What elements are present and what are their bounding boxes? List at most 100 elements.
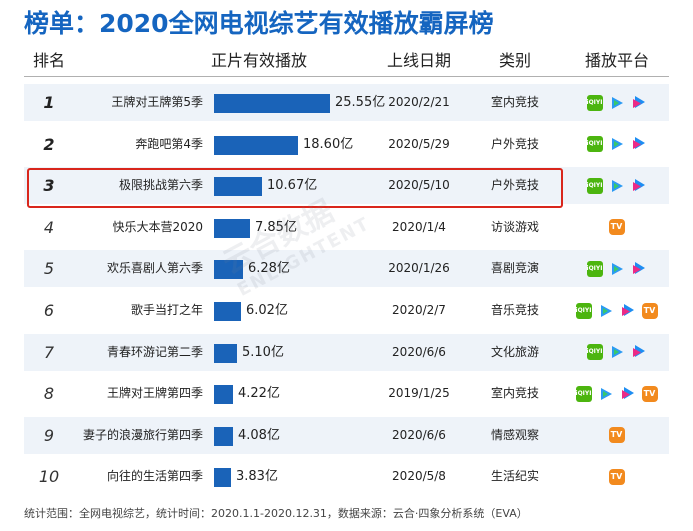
play-value-label: 10.67亿	[267, 178, 318, 194]
platform-icons: TV	[564, 415, 669, 456]
mango-tv-logo-icon: TV	[608, 219, 625, 236]
play-value-label: 4.22亿	[238, 386, 280, 402]
play-value-label: 7.85亿	[255, 219, 297, 235]
launch-date: 2020/5/8	[392, 469, 446, 484]
launch-date: 2019/1/25	[388, 386, 450, 401]
show-name: 妻子的浪漫旅行第四季	[82, 427, 203, 442]
show-name: 青春环游记第二季	[106, 344, 203, 359]
mango-tv-logo-icon: TV	[641, 385, 658, 402]
rank-number: 8	[43, 384, 55, 404]
launch-date: 2020/2/7	[392, 303, 446, 317]
mango-tv-logo-icon: TV	[641, 302, 658, 319]
highlight-box	[27, 168, 563, 208]
header-rank: 排名	[32, 51, 66, 70]
header-divider	[24, 76, 669, 77]
tencent-video-logo-icon	[609, 178, 625, 194]
tencent-video-logo-icon	[598, 303, 614, 319]
show-category: 室内竞技	[490, 386, 540, 401]
platform-icons: iQIYI	[564, 248, 669, 289]
youku-logo-icon	[631, 95, 647, 111]
iqiyi-logo-icon: iQIYI	[575, 385, 592, 402]
page-title: 榜单：2020全网电视综艺有效播放霸屏榜	[24, 9, 494, 38]
table-row: 10 向往的生活第四季 3.83亿 2020/5/8 生活纪实 TV	[24, 456, 669, 497]
table-row: 9 妻子的浪漫旅行第四季 4.08亿 2020/6/6 情感观察 TV	[24, 415, 669, 456]
iqiyi-logo-icon: iQIYI	[586, 177, 603, 194]
play-bar	[214, 260, 243, 280]
table-row: 6 歌手当打之年 6.02亿 2020/2/7 音乐竞技 iQIYI TV	[24, 290, 669, 331]
launch-date: 2020/6/6	[392, 344, 446, 359]
launch-date: 2020/1/26	[388, 261, 450, 276]
show-category: 情感观察	[490, 427, 540, 442]
platform-icons: iQIYI	[564, 124, 669, 165]
show-name: 歌手当打之年	[130, 303, 203, 317]
platform-icons: TV	[564, 207, 669, 248]
launch-date: 2020/2/21	[388, 95, 450, 109]
rank-number: 9	[43, 425, 55, 445]
platform-icons: iQIYI	[564, 82, 669, 123]
youku-logo-icon	[620, 386, 636, 402]
tencent-video-logo-icon	[609, 136, 625, 152]
rank-number: 4	[43, 217, 55, 237]
table-row: 4 快乐大本营2020 7.85亿 2020/1/4 访谈游戏 TV	[24, 207, 669, 248]
tencent-video-logo-icon	[609, 344, 625, 360]
launch-date: 2020/6/6	[392, 427, 446, 442]
play-bar	[214, 94, 330, 113]
play-bar	[214, 385, 233, 405]
youku-logo-icon	[631, 178, 647, 194]
iqiyi-logo-icon: iQIYI	[575, 302, 592, 319]
show-name: 快乐大本营2020	[112, 219, 203, 234]
show-category: 喜剧竞演	[490, 261, 540, 276]
show-category: 室内竞技	[490, 95, 540, 109]
platform-icons: iQIYI TV	[564, 373, 669, 414]
play-value-label: 5.10亿	[242, 344, 284, 360]
show-category: 户外竞技	[490, 178, 540, 193]
rank-number: 10	[38, 467, 60, 487]
footer-note: 统计范围：全网电视综艺，统计时间：2020.1.1-2020.12.31，数据来…	[24, 507, 528, 520]
platform-icons: iQIYI	[564, 165, 669, 206]
tencent-video-logo-icon	[609, 261, 625, 277]
show-name: 奔跑吧第4季	[135, 136, 203, 151]
play-value-label: 25.55亿	[335, 95, 386, 110]
show-category: 访谈游戏	[490, 219, 540, 234]
rank-number: 3	[43, 176, 55, 196]
play-bar	[214, 302, 241, 321]
youku-logo-icon	[631, 344, 647, 360]
header-date: 上线日期	[386, 51, 452, 70]
tencent-video-logo-icon	[609, 95, 625, 111]
play-value-label: 6.28亿	[248, 261, 290, 277]
play-value-label: 4.08亿	[238, 427, 280, 443]
show-category: 音乐竞技	[490, 303, 540, 317]
iqiyi-logo-icon: iQIYI	[586, 136, 603, 153]
play-value-label: 18.60亿	[303, 136, 354, 152]
table-row: 2 奔跑吧第4季 18.60亿 2020/5/29 户外竞技 iQIYI	[24, 124, 669, 165]
table-row: 1 王牌对王牌第5季 25.55亿 2020/2/21 室内竞技 iQIYI	[24, 82, 669, 123]
play-bar	[214, 218, 250, 238]
youku-logo-icon	[631, 136, 647, 152]
row-band	[24, 416, 669, 454]
show-name: 极限挑战第六季	[118, 178, 203, 193]
mango-tv-logo-icon: TV	[608, 468, 625, 485]
rank-number: 2	[43, 134, 55, 154]
show-name: 向往的生活第四季	[106, 469, 203, 484]
launch-date: 2020/5/10	[388, 178, 450, 193]
platform-icons: TV	[564, 456, 669, 497]
table-row: 8 王牌对王牌第四季 4.22亿 2019/1/25 室内竞技 iQIYI TV	[24, 373, 669, 414]
play-bar	[214, 343, 237, 363]
rank-number: 7	[43, 342, 55, 362]
header-category: 类别	[498, 51, 532, 70]
play-bar	[214, 468, 231, 488]
platform-icons: iQIYI TV	[564, 290, 669, 331]
ranking-table: 1 王牌对王牌第5季 25.55亿 2020/2/21 室内竞技 iQIYI 2 奔跑吧第4季…	[24, 82, 669, 498]
show-name: 欢乐喜剧人第六季	[106, 261, 203, 276]
show-category: 文化旅游	[490, 344, 540, 359]
iqiyi-logo-icon: iQIYI	[586, 344, 603, 361]
youku-logo-icon	[620, 303, 636, 319]
tencent-video-logo-icon	[598, 386, 614, 402]
row-band	[24, 333, 669, 371]
rank-number: 6	[43, 301, 55, 320]
rank-number: 1	[43, 93, 55, 112]
youku-logo-icon	[631, 261, 647, 277]
launch-date: 2020/5/29	[388, 136, 450, 151]
play-bar	[214, 135, 298, 155]
show-category: 户外竞技	[490, 136, 540, 151]
